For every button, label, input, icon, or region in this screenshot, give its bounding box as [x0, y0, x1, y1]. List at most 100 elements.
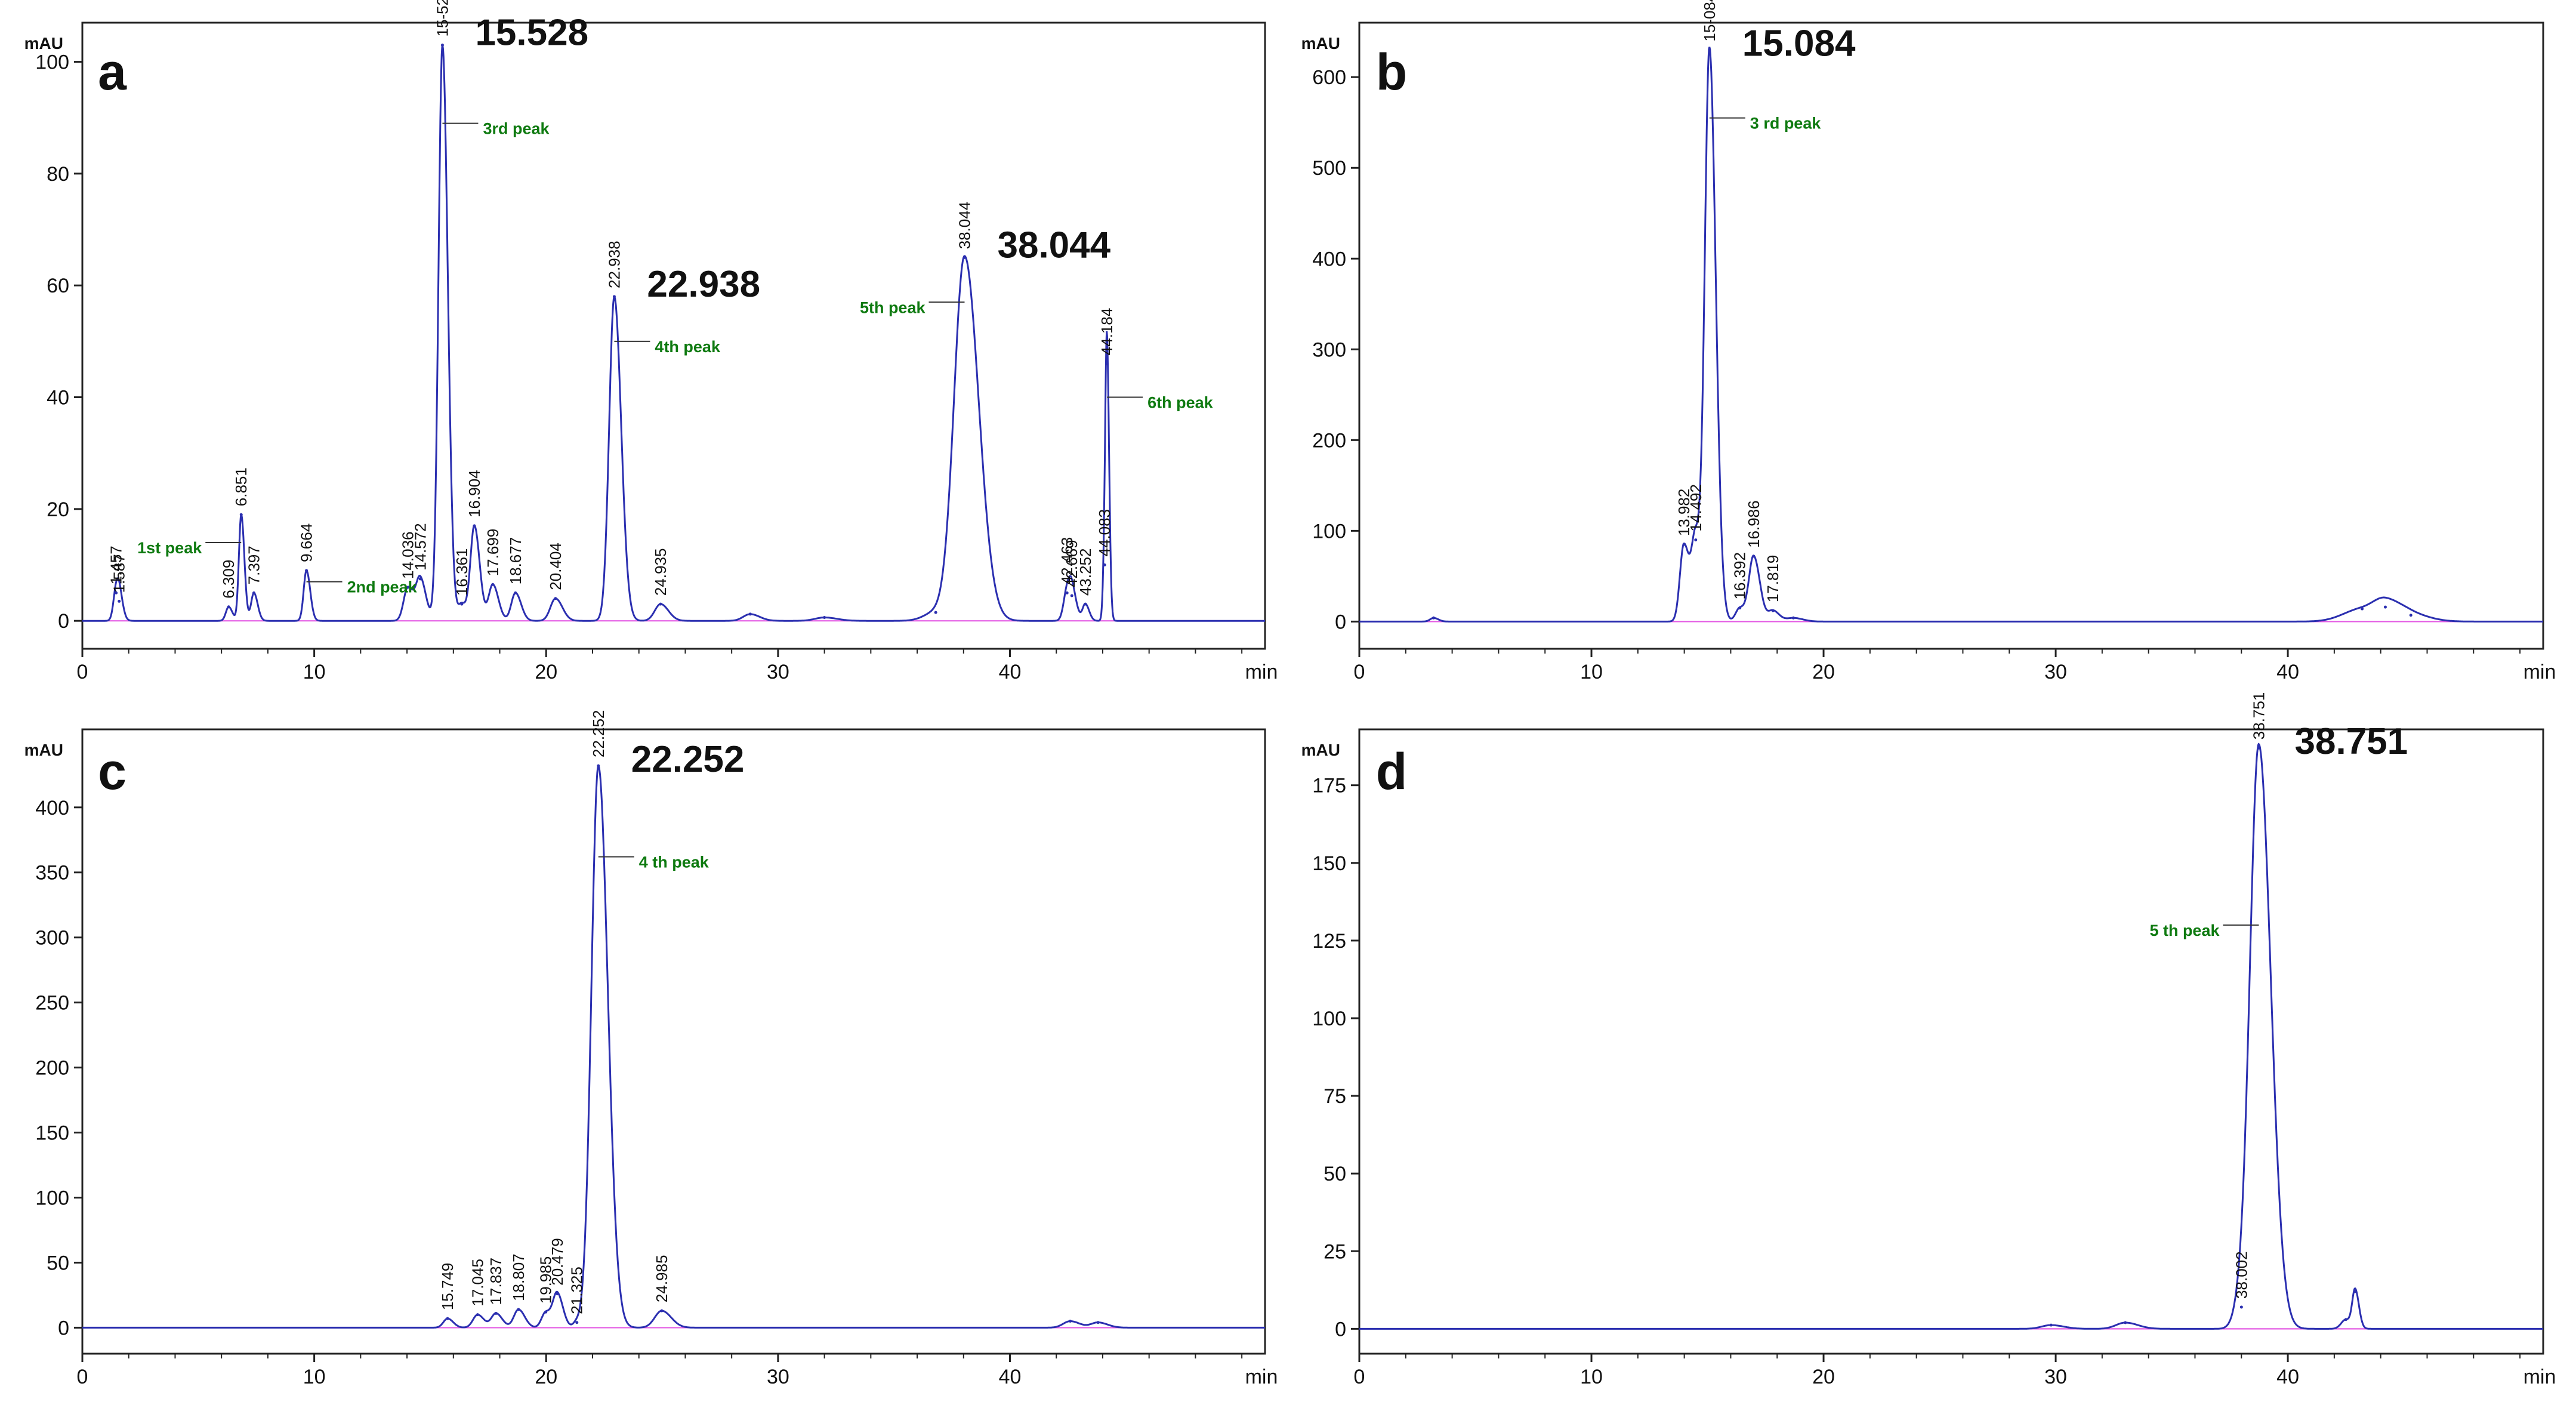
peak-apex-point	[239, 513, 243, 516]
peak-apex-point	[305, 569, 308, 572]
peak-rt-label: 15-528	[433, 0, 451, 36]
y-axis-label: mAU	[1301, 741, 1340, 759]
peak-rt-label: 14.492	[1687, 484, 1705, 532]
y-axis-label: mAU	[24, 741, 63, 759]
headline-retention-time: 38.044	[997, 224, 1110, 266]
x-tick-label: 20	[1812, 661, 1835, 683]
peak-rt-label: 22.938	[605, 241, 623, 288]
peak-rt-label: 20.479	[548, 1238, 566, 1286]
panel-letter: d	[1376, 743, 1408, 800]
peak-rt-label: 1.457	[107, 546, 125, 584]
peak-apex-point	[1103, 563, 1106, 567]
headline-retention-time: 22.938	[647, 264, 760, 305]
peak-rt-label: 24.935	[652, 549, 670, 596]
peak-apex-point	[118, 599, 121, 603]
x-tick-label: 30	[2044, 1366, 2067, 1388]
y-tick-label: 350	[35, 862, 69, 885]
chromatogram-trace	[82, 45, 1265, 622]
y-tick-label: 100	[35, 1187, 69, 1210]
y-tick-label: 100	[1312, 520, 1346, 543]
peak-apex-point	[2383, 605, 2387, 609]
peak-apex-point	[406, 586, 409, 589]
peak-annotation: 5 th peak	[2149, 922, 2220, 939]
peak-rt-label: 21.325	[568, 1267, 586, 1314]
peak-rt-label: 17.699	[484, 529, 502, 577]
peak-rt-label: 20.404	[547, 543, 564, 590]
chromatogram-trace	[1359, 47, 2543, 623]
peak-apex-point	[660, 1309, 664, 1313]
peak-annotation: 4 th peak	[639, 854, 709, 871]
y-tick-label: 0	[58, 610, 69, 633]
peak-apex-point	[473, 524, 476, 528]
y-tick-label: 400	[1312, 248, 1346, 270]
y-tick-label: 100	[35, 51, 69, 74]
peak-apex-point	[2239, 1305, 2243, 1309]
peak-rt-label: 16.904	[465, 470, 483, 517]
peak-apex-point	[1682, 543, 1686, 546]
peak-rt-label: 17.837	[487, 1258, 505, 1305]
peak-rt-label: 19.985	[537, 1256, 555, 1304]
x-tick-label: 10	[1580, 1366, 1603, 1388]
x-axis-label: min	[2523, 661, 2556, 683]
peak-rt-label: 16.986	[1745, 500, 1763, 548]
peak-apex-point	[2124, 1321, 2127, 1324]
y-tick-label: 600	[1312, 66, 1346, 89]
peak-rt-label: 38.044	[955, 202, 973, 249]
chromatogram-trace	[82, 765, 1265, 1329]
x-axis-label: min	[1245, 1366, 1278, 1388]
peak-apex-point	[612, 295, 616, 298]
peak-apex-point	[1694, 538, 1698, 542]
peak-rt-label: 24.985	[653, 1255, 671, 1303]
peak-apex-point	[1070, 594, 1073, 597]
y-tick-label: 0	[1335, 611, 1346, 633]
peak-apex-point	[2257, 746, 2260, 750]
peak-annotation: 1st peak	[137, 539, 202, 557]
peak-annotation: 4th peak	[655, 338, 721, 356]
y-tick-label: 175	[1312, 775, 1346, 797]
x-tick-label: 0	[1354, 661, 1365, 683]
peak-rt-label: 1.587	[110, 554, 128, 593]
peak-rt-label: 18.677	[507, 537, 525, 585]
peak-apex-point	[659, 602, 662, 606]
peak-rt-label: 42.669	[1063, 540, 1081, 587]
peak-apex-point	[748, 612, 752, 616]
peak-apex-point	[554, 597, 557, 600]
peak-apex-point	[2353, 1290, 2357, 1293]
peak-rt-label: 15-084	[1701, 0, 1719, 42]
y-tick-label: 150	[1312, 852, 1346, 875]
peak-rt-label: 6.309	[220, 560, 237, 599]
peak-apex-point	[1105, 362, 1109, 365]
headline-retention-time: 38.751	[2294, 721, 2408, 762]
peak-rt-label: 7.397	[245, 546, 263, 584]
x-tick-label: 40	[2276, 1366, 2299, 1388]
peak-rt-label: 43.252	[1076, 549, 1094, 596]
peak-apex-point	[460, 602, 464, 606]
peak-annotation: 3 rd peak	[1750, 115, 1822, 133]
x-tick-label: 0	[77, 1366, 88, 1388]
peak-apex-point	[446, 1317, 449, 1320]
peak-apex-point	[1069, 1320, 1072, 1323]
peak-apex-point	[544, 1310, 548, 1314]
x-tick-label: 20	[535, 1366, 557, 1388]
peak-apex-point	[514, 591, 517, 594]
y-tick-label: 500	[1312, 157, 1346, 180]
panel-letter: b	[1376, 44, 1408, 101]
x-tick-label: 30	[767, 1366, 789, 1388]
panel-letter: a	[98, 44, 127, 101]
x-tick-label: 10	[303, 1366, 326, 1388]
x-tick-label: 40	[999, 1366, 1022, 1388]
chromatogram-panel-b: 0 10 20 30 40 min 0 100 200 300 400 500 600 mAU b 13.98…	[1301, 0, 2556, 683]
x-tick-label: 0	[77, 661, 88, 683]
peak-rt-label: 14.036	[399, 531, 417, 579]
peak-apex-point	[1791, 616, 1795, 620]
y-tick-label: 50	[47, 1252, 69, 1274]
peak-apex-point	[1771, 609, 1775, 612]
peak-rt-label: 42.463	[1058, 537, 1076, 585]
peak-rt-label: 9.664	[298, 523, 316, 562]
x-tick-label: 10	[1580, 661, 1603, 683]
plot-frame	[1358, 728, 2544, 1355]
peak-rt-label: 15.749	[439, 1263, 456, 1311]
plot-frame	[81, 728, 1266, 1355]
y-tick-label: 50	[1324, 1163, 1346, 1185]
